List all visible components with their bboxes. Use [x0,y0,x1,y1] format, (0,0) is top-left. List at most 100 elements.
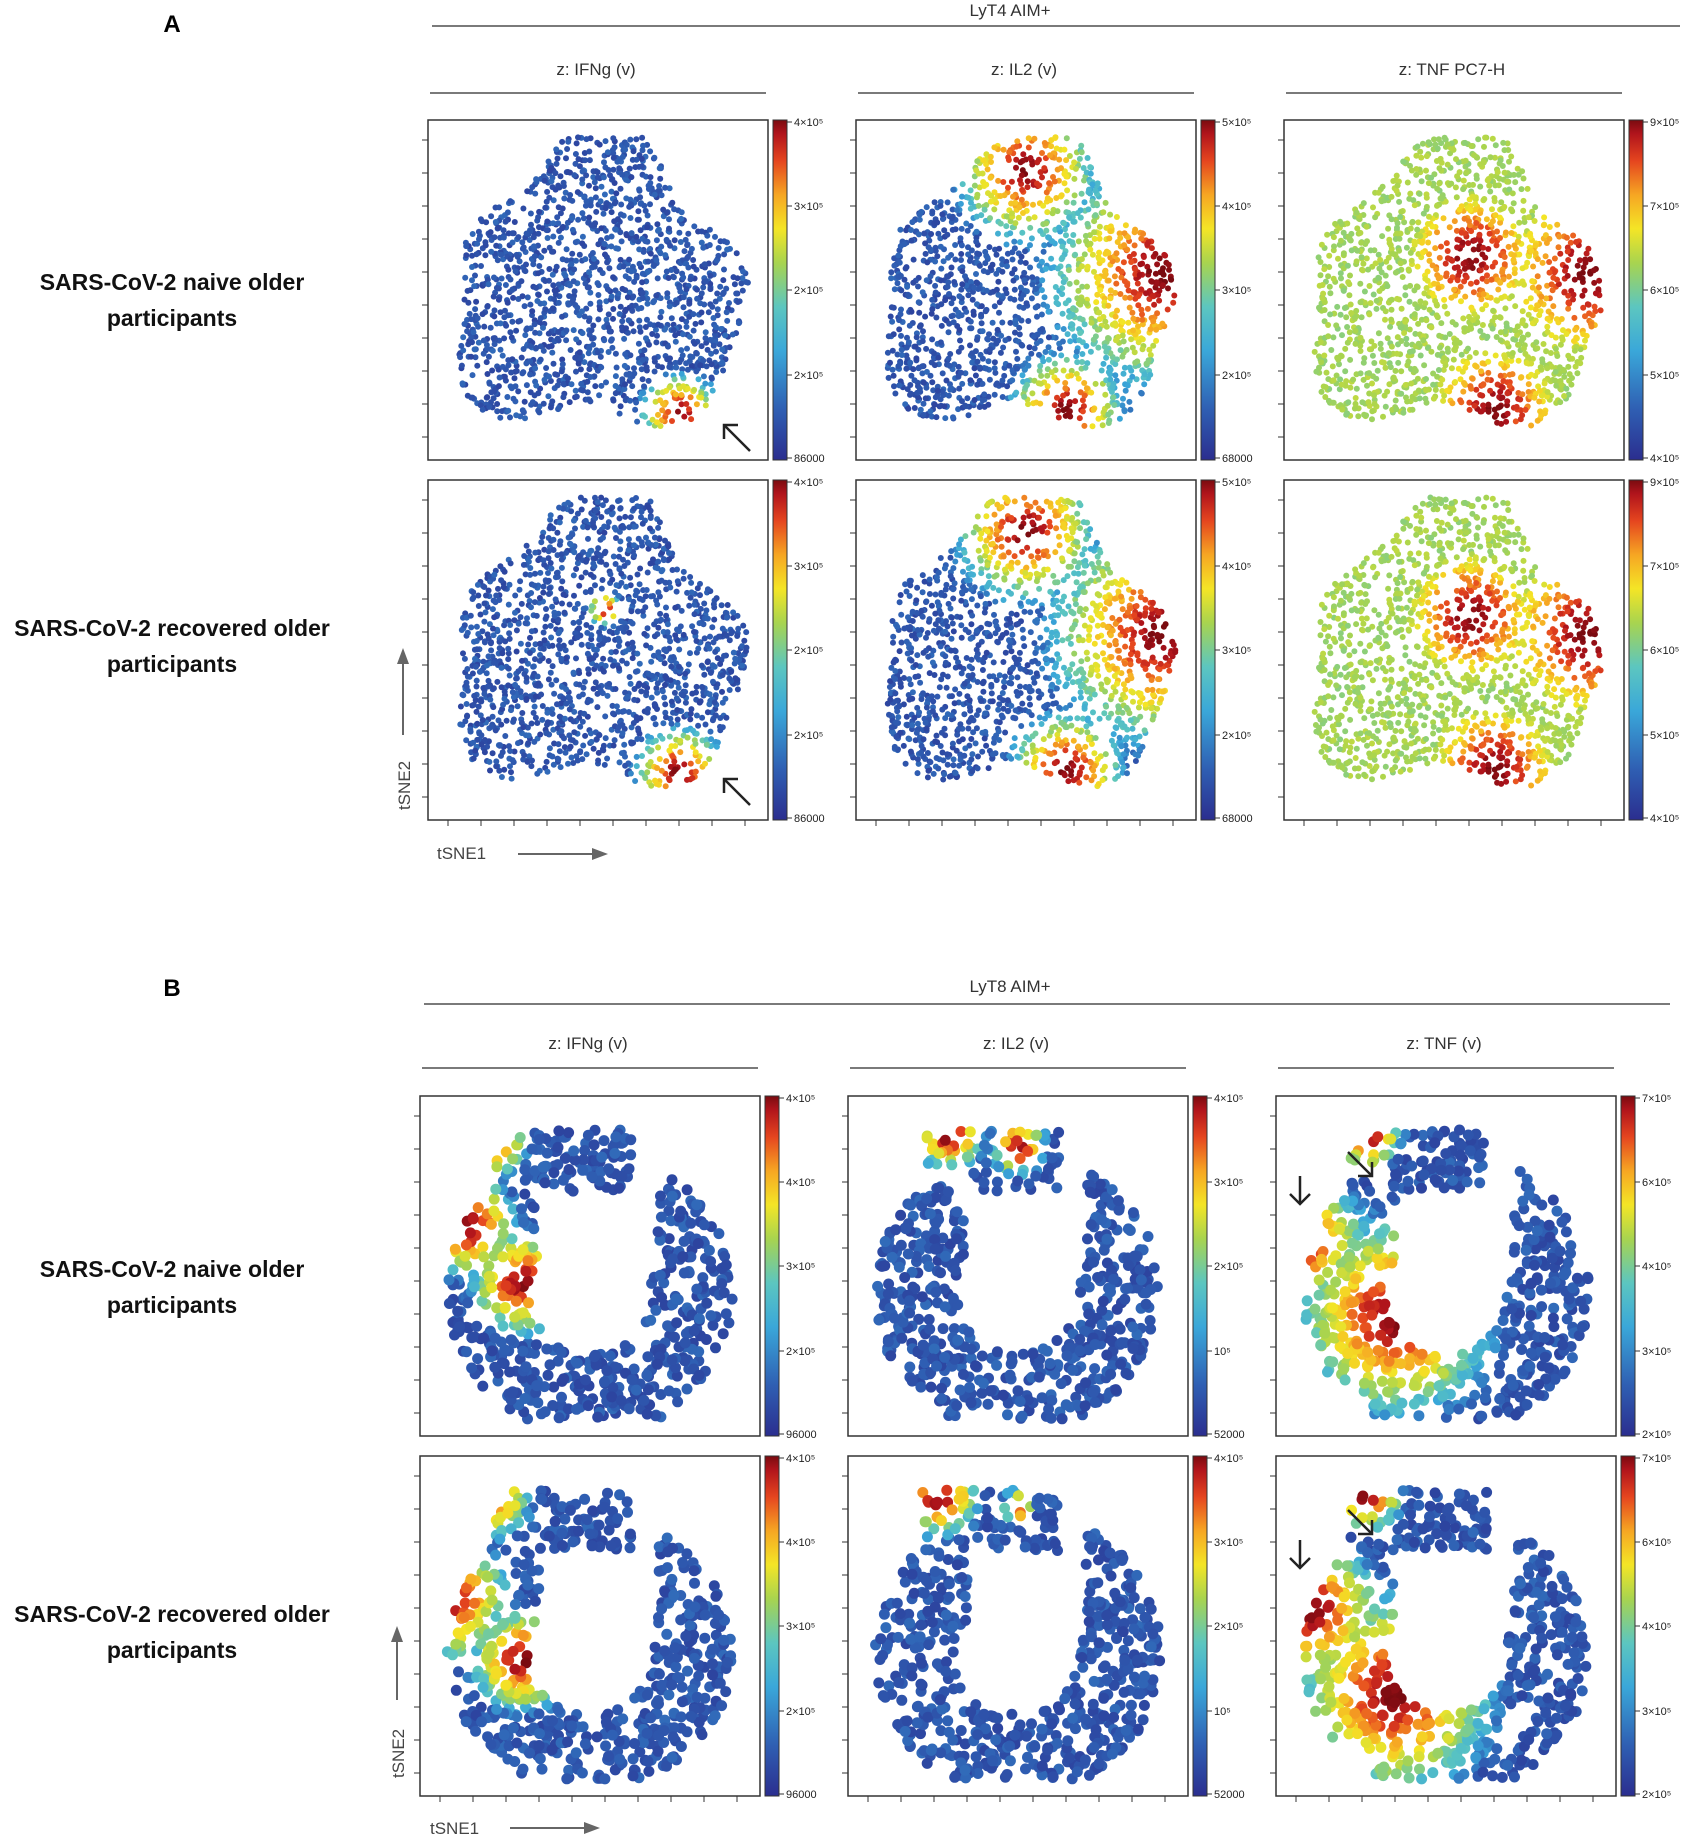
data-point [721,266,727,273]
data-point [1055,407,1062,414]
data-point [495,383,502,390]
data-point [647,250,654,257]
data-point [532,190,539,197]
data-point [1043,227,1050,234]
data-point [598,183,605,190]
data-point [991,144,998,151]
data-point [1340,250,1347,257]
data-point [1388,316,1395,323]
data-point [1550,303,1557,310]
data-point [1045,356,1052,363]
data-point [1415,387,1422,394]
data-point [934,219,941,226]
data-point [968,325,975,332]
data-point [629,383,636,390]
data-point [1076,415,1083,422]
data-point [952,242,959,248]
data-point [1458,203,1465,210]
data-point [583,751,590,758]
data-point [1359,399,1366,406]
data-point [1527,304,1534,311]
data-point [1519,265,1526,272]
data-point [1564,272,1571,279]
data-point [604,235,611,241]
data-point [1357,370,1364,377]
data-point [637,194,644,201]
data-point [558,368,565,375]
data-point [1056,224,1062,231]
data-point [649,416,656,423]
data-point [957,235,964,242]
data-point [1442,334,1449,341]
data-point [493,284,500,291]
data-point [1159,320,1166,327]
data-point [1503,418,1510,425]
data-point [1052,135,1059,141]
data-point [1384,283,1391,290]
data-point [1045,334,1052,341]
data-point [513,368,520,374]
data-point [636,317,643,324]
data-point [483,342,490,348]
data-point [1583,250,1590,257]
data-point [1352,327,1359,334]
data-point [1483,216,1490,223]
data-point [1080,165,1087,171]
data-point [1053,294,1060,301]
colorbar-tick: 2×10⁵ [1215,370,1251,382]
data-point [1382,316,1388,323]
data-point [635,216,642,223]
data-point [555,220,562,227]
data-point [1489,135,1496,142]
data-point [1533,339,1540,346]
data-point [507,198,514,205]
data-point [1423,203,1430,210]
colorbar-label: 3×10⁵ [1222,285,1251,297]
data-point [1079,351,1086,357]
data-point [1512,179,1519,186]
data-point [603,316,610,323]
data-point [986,376,993,383]
data-point [1316,364,1322,371]
data-point [1451,340,1458,347]
data-point [948,385,955,392]
data-point [651,154,658,161]
data-point [1393,172,1400,179]
data-point [511,375,518,382]
data-point [1423,153,1430,160]
data-point [1171,292,1178,299]
data-point [1477,183,1484,190]
data-point [1470,246,1477,253]
data-point [1087,348,1094,355]
data-point [490,395,497,402]
data-point [478,263,484,269]
data-point [1005,154,1012,161]
data-point [586,214,593,221]
data-point [495,296,502,303]
data-point [1360,359,1367,366]
data-point [1557,341,1564,348]
data-point [1117,235,1124,241]
data-point [1059,254,1066,261]
data-point [1415,219,1422,226]
data-point [1092,212,1099,219]
data-point [669,199,676,206]
data-point [642,324,649,330]
data-point [505,656,512,663]
data-point [707,728,714,735]
data-point [1128,259,1135,265]
data-point [1097,287,1104,294]
data-point [491,234,498,241]
data-point [714,290,721,297]
data-point [1485,246,1492,252]
data-point [621,362,628,369]
data-point [698,228,705,235]
data-point [573,140,580,147]
data-point [1417,233,1424,240]
data-point [1373,297,1380,304]
data-point [931,199,938,206]
data-point [636,395,643,402]
data-point [671,376,678,383]
data-point [523,261,529,268]
data-point [688,245,695,252]
